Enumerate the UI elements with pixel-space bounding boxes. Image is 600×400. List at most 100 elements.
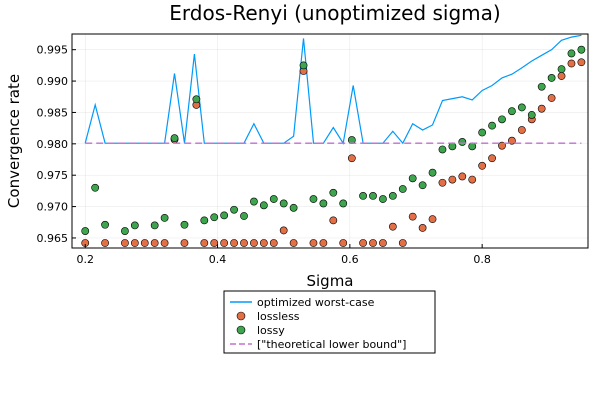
- lossless-point: [577, 58, 586, 67]
- y-tick-label: 0.970: [37, 201, 69, 214]
- lossy-point: [309, 195, 318, 203]
- lossless-point: [180, 239, 189, 247]
- legend-box: [223, 290, 436, 354]
- lossless-point: [250, 239, 258, 247]
- lossy-point: [418, 181, 427, 190]
- chart-title: Erdos-Renyi (unoptimized sigma): [169, 1, 500, 25]
- lossy-point: [398, 185, 407, 193]
- lossless-point: [339, 239, 348, 247]
- lossy-point: [160, 213, 169, 222]
- lossy-point: [428, 168, 437, 177]
- lossy-point: [488, 121, 496, 130]
- lossless-point: [517, 126, 526, 134]
- lossy-point: [319, 199, 328, 208]
- x-tick-label: 0.8: [473, 253, 491, 266]
- x-axis-label: Sigma: [306, 272, 353, 290]
- lossless-point: [269, 239, 278, 247]
- y-tick-label: 0.995: [37, 44, 69, 57]
- lossy-point: [527, 111, 536, 119]
- legend: optimized worst-caselosslesslossy["theor…: [223, 290, 436, 354]
- lossy-point: [279, 199, 288, 208]
- lossy-point: [81, 227, 90, 235]
- x-tick-label: 0.4: [209, 253, 227, 266]
- y-tick-label: 0.985: [37, 106, 69, 119]
- lossless-point: [379, 239, 387, 247]
- lossless-point: [428, 215, 437, 224]
- lossy-point: [180, 220, 189, 229]
- lossless-point: [408, 212, 417, 221]
- legend-entry-label: lossless: [257, 310, 300, 323]
- lossless-point: [230, 239, 238, 247]
- lossless-point: [488, 154, 496, 163]
- y-axis-label: Convergence rate: [5, 74, 23, 208]
- lossless-point: [121, 239, 129, 247]
- legend-entry-label: ["theoretical lower bound"]: [257, 338, 406, 351]
- lossless-point: [508, 136, 516, 145]
- lossy-point: [299, 61, 308, 70]
- plot-frame: [71, 33, 589, 249]
- lossless-point: [438, 178, 447, 187]
- lossy-point: [91, 183, 100, 192]
- lossless-point: [369, 239, 377, 247]
- lossy-point: [269, 195, 278, 203]
- legend-marker-swatch: [236, 325, 246, 335]
- lossless-point: [319, 239, 328, 247]
- lossless-point: [347, 154, 356, 163]
- legend-entry-label: lossy: [257, 324, 285, 337]
- lossy-point: [567, 49, 576, 58]
- lossless-point: [398, 239, 407, 247]
- lossy-point: [240, 212, 248, 220]
- x-tick-label: 0.6: [341, 253, 359, 266]
- lossy-point: [478, 128, 487, 137]
- lossless-point: [537, 104, 546, 113]
- lossless-point: [140, 239, 149, 247]
- lossy-point: [498, 115, 506, 124]
- lossless-point: [240, 239, 248, 247]
- lossy-point: [220, 211, 229, 220]
- y-tick-label: 0.990: [37, 75, 69, 88]
- lossy-point: [150, 221, 159, 230]
- lossy-point: [458, 138, 467, 146]
- lossless-point: [200, 239, 209, 247]
- axis-ticks: 0.2 0.4 0.6 0.8 0.965 0.970 0.975 0.980 0.985 0.9…: [37, 44, 491, 266]
- lossy-point: [557, 65, 566, 74]
- lossy-point: [101, 220, 109, 229]
- lossless-point: [388, 222, 397, 231]
- lossy-point: [289, 203, 298, 212]
- lossy-point: [379, 195, 387, 203]
- lossy-point: [388, 192, 397, 200]
- lossy-point: [250, 197, 258, 206]
- lossless-point: [130, 239, 139, 247]
- lossy-point: [537, 82, 546, 91]
- lossy-point: [130, 221, 139, 230]
- lossy-point: [547, 74, 556, 82]
- lossless-point: [468, 175, 477, 184]
- lossy-point: [339, 199, 348, 208]
- lossless-point: [309, 239, 318, 247]
- lossy-point: [200, 216, 209, 225]
- lossless-point: [448, 175, 457, 184]
- lossless-point: [557, 72, 566, 80]
- lossless-point: [498, 141, 506, 150]
- lossless-point: [150, 239, 159, 247]
- y-tick-label: 0.975: [37, 169, 69, 182]
- lossless-point: [359, 239, 367, 247]
- lossless-point: [220, 239, 229, 247]
- lossless-point: [160, 239, 169, 247]
- lossless-point: [210, 239, 219, 247]
- lossy-point: [517, 103, 526, 112]
- lossless-point: [418, 224, 427, 232]
- lossy-point: [121, 227, 129, 235]
- lossy-point: [192, 95, 201, 104]
- lossless-point: [259, 239, 268, 247]
- lossy-point: [259, 201, 268, 210]
- lossy-point: [508, 107, 516, 116]
- legend-marker-swatch: [236, 311, 246, 321]
- plot-area: [81, 34, 586, 247]
- lossless-point: [289, 239, 298, 247]
- x-tick-label: 0.2: [76, 253, 94, 266]
- lossy-point: [170, 134, 179, 143]
- lossless-point: [567, 59, 576, 68]
- grid: [72, 34, 588, 248]
